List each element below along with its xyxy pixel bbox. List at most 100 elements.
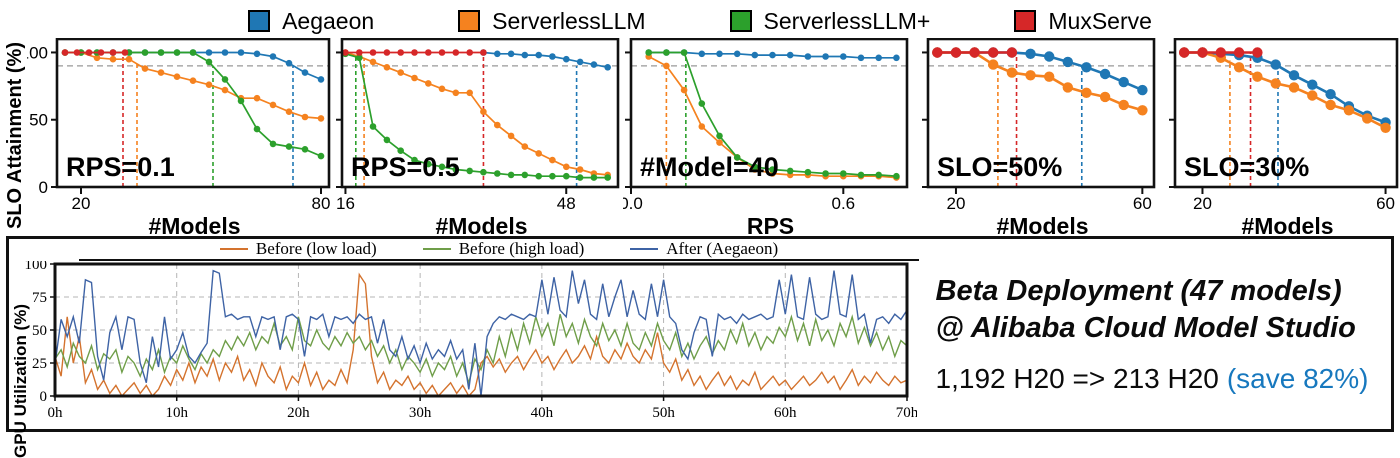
data-point (822, 53, 829, 60)
data-point (205, 81, 213, 88)
y-tick-label: 75 (32, 290, 47, 306)
data-point (893, 172, 900, 180)
chart-condition-label: SLO=30% (1184, 152, 1309, 182)
plot-border (926, 37, 1156, 189)
plot-border (629, 37, 909, 189)
note-line-2: @ Alibaba Cloud Model Studio (935, 312, 1356, 344)
legend-label: ServerlessLLM+ (763, 7, 931, 34)
data-point (466, 167, 473, 175)
gpu-utilization-plot: 0 25 50 75 100 0h 10h 20h 30h 40h 50h 60h 70h (25, 257, 919, 421)
data-point (1081, 87, 1092, 98)
data-point (875, 171, 882, 179)
data-point (301, 146, 309, 153)
data-point (369, 58, 377, 66)
data-point (342, 49, 349, 56)
data-point (425, 49, 432, 56)
data-point (425, 160, 432, 168)
data-point (1062, 56, 1073, 68)
data-point (397, 69, 404, 76)
data-point (1137, 84, 1148, 96)
slo-charts-row: SLO Attainment (%) 20 80 0 50 100 RPS=0.1 #Mo… (0, 37, 1400, 240)
data-point (786, 51, 794, 59)
data-point (173, 49, 181, 56)
data-point (804, 53, 812, 60)
x-tick-label: 16 (336, 194, 355, 212)
legend-swatch-icon (458, 10, 481, 32)
data-point (480, 108, 487, 115)
data-point (563, 55, 570, 63)
data-point (521, 143, 529, 150)
data-point (822, 170, 829, 177)
data-point (425, 80, 432, 87)
slo-chart-rps-0-1: 20 80 0 50 100 RPS=0.1 #Models (20, 37, 332, 240)
chart-condition-label: #Model=40 (640, 152, 779, 182)
x-tick-label: 60 (1133, 194, 1152, 212)
data-point (604, 64, 611, 71)
data-point (301, 113, 309, 121)
data-point (221, 76, 229, 83)
data-point (563, 163, 570, 171)
data-point (173, 73, 181, 80)
data-point (969, 47, 980, 58)
data-point (1118, 76, 1129, 88)
x-tick-label: 20 (72, 194, 91, 212)
slo-chart-rps-0-5: 16 48 RPS=0.5 #Models (334, 37, 621, 240)
x-tick-label: 20 (1193, 194, 1212, 212)
data-point (411, 49, 418, 56)
data-point (1179, 47, 1190, 58)
chart-canvas: 20 60 SLO=30% (1167, 37, 1400, 217)
chart-canvas: 20 60 SLO=50% (920, 37, 1157, 217)
data-point (73, 49, 81, 56)
data-point (1380, 122, 1391, 133)
chart-canvas: 0 25 50 75 100 0h 10h 20h 30h 40h 50h 60h 70h GPU Uti… (9, 257, 919, 458)
data-point (356, 49, 363, 56)
legend-line-icon (219, 248, 248, 250)
series-line-serverlessllm (65, 51, 322, 120)
data-point (563, 172, 570, 180)
legend-item-after: After (Aegaeon) (630, 239, 778, 259)
data-point (1118, 99, 1129, 111)
data-point (716, 132, 723, 140)
chart-condition-label: RPS=0.5 (351, 152, 460, 182)
y-tick-label: 0 (39, 178, 48, 197)
plot-border (55, 37, 331, 189)
data-point (590, 174, 598, 181)
data-point (494, 50, 501, 58)
legend-swatch-icon (248, 10, 271, 32)
slo-plot: 0.0 0.6 #Model=40 (619, 37, 909, 213)
data-point (549, 172, 556, 180)
x-tick-label: 10h (165, 405, 188, 421)
data-point (535, 150, 542, 157)
data-point (549, 53, 556, 60)
chart-canvas: 20 80 0 50 100 RPS=0.1 (20, 37, 332, 217)
data-point (893, 54, 900, 62)
data-point (285, 143, 293, 150)
slo-y-axis-label: SLO Attainment (%) (4, 42, 26, 230)
slo-plot: 20 60 SLO=50% (922, 37, 1156, 213)
deployment-note: Beta Deployment (47 models) @ Alibaba Cl… (919, 239, 1391, 429)
data-point (369, 49, 377, 56)
y-tick-label: 50 (29, 111, 48, 130)
data-point (716, 50, 723, 58)
series-line-after (54, 269, 908, 397)
data-point (93, 54, 101, 62)
data-point (1233, 47, 1245, 58)
slo-plot: 20 80 0 50 100 RPS=0.1 (20, 37, 331, 213)
data-point (521, 171, 529, 179)
data-point (507, 132, 515, 140)
x-tick-label: 0h (48, 405, 64, 421)
y-tick-label: 100 (25, 261, 48, 273)
slo-plot: 16 48 RPS=0.5 (336, 37, 620, 213)
data-point (438, 49, 446, 56)
slo-chart-slo-50: 20 60 SLO=50% #Models (920, 37, 1157, 240)
data-point (253, 94, 261, 102)
legend-item-muxserve: MuxServe (1014, 8, 1152, 35)
note-line-1: Beta Deployment (47 models) (935, 274, 1342, 307)
data-point (804, 168, 812, 176)
data-point (1270, 78, 1281, 89)
data-point (141, 49, 149, 56)
data-point (576, 174, 584, 181)
legend-label: Before (low load) (255, 239, 377, 258)
data-point (221, 86, 229, 94)
data-point (317, 115, 325, 122)
